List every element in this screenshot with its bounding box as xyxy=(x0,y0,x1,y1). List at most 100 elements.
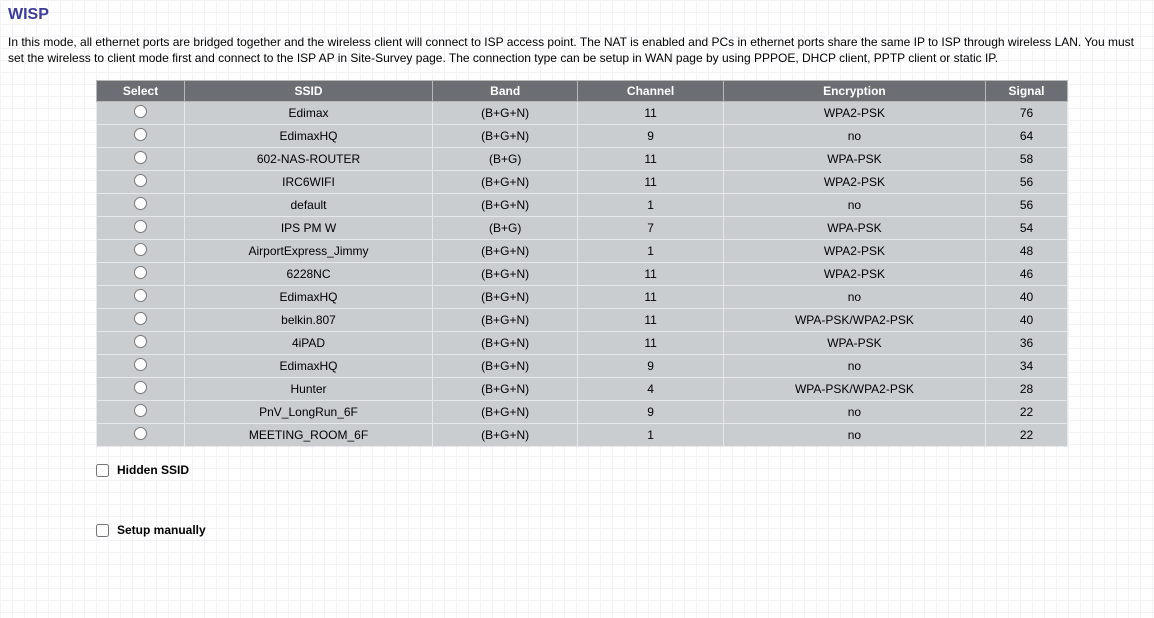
cell-band: (B+G+N) xyxy=(432,125,577,148)
cell-channel: 11 xyxy=(578,171,723,194)
cell-ssid: default xyxy=(185,194,433,217)
cell-band: (B+G) xyxy=(432,148,577,171)
table-row: Hunter(B+G+N)4WPA-PSK/WPA2-PSK28 xyxy=(97,378,1068,401)
table-row: default(B+G+N)1no56 xyxy=(97,194,1068,217)
cell-channel: 9 xyxy=(578,125,723,148)
select-radio[interactable] xyxy=(134,289,147,302)
cell-encryption: WPA2-PSK xyxy=(723,102,985,125)
select-radio[interactable] xyxy=(134,151,147,164)
table-row: 6228NC(B+G+N)11WPA2-PSK46 xyxy=(97,263,1068,286)
table-row: EdimaxHQ(B+G+N)9no64 xyxy=(97,125,1068,148)
setup-manually-checkbox[interactable] xyxy=(96,524,109,537)
cell-signal: 22 xyxy=(986,401,1068,424)
table-row: EdimaxHQ(B+G+N)9no34 xyxy=(97,355,1068,378)
cell-channel: 11 xyxy=(578,332,723,355)
select-radio[interactable] xyxy=(134,404,147,417)
cell-ssid: IRC6WIFI xyxy=(185,171,433,194)
select-radio[interactable] xyxy=(134,358,147,371)
cell-band: (B+G) xyxy=(432,217,577,240)
cell-ssid: 4iPAD xyxy=(185,332,433,355)
cell-channel: 11 xyxy=(578,309,723,332)
cell-encryption: WPA-PSK xyxy=(723,332,985,355)
col-header-channel: Channel xyxy=(578,81,723,102)
col-header-encryption: Encryption xyxy=(723,81,985,102)
cell-encryption: WPA-PSK/WPA2-PSK xyxy=(723,378,985,401)
cell-signal: 46 xyxy=(986,263,1068,286)
cell-encryption: WPA2-PSK xyxy=(723,263,985,286)
cell-band: (B+G+N) xyxy=(432,401,577,424)
cell-signal: 54 xyxy=(986,217,1068,240)
cell-signal: 22 xyxy=(986,424,1068,447)
table-row: 4iPAD(B+G+N)11WPA-PSK36 xyxy=(97,332,1068,355)
cell-signal: 56 xyxy=(986,171,1068,194)
cell-ssid: belkin.807 xyxy=(185,309,433,332)
cell-encryption: WPA-PSK xyxy=(723,148,985,171)
cell-band: (B+G+N) xyxy=(432,286,577,309)
cell-channel: 11 xyxy=(578,263,723,286)
cell-signal: 64 xyxy=(986,125,1068,148)
cell-ssid: PnV_LongRun_6F xyxy=(185,401,433,424)
table-row: Edimax(B+G+N)11WPA2-PSK76 xyxy=(97,102,1068,125)
cell-signal: 40 xyxy=(986,309,1068,332)
cell-signal: 34 xyxy=(986,355,1068,378)
select-radio[interactable] xyxy=(134,312,147,325)
cell-ssid: EdimaxHQ xyxy=(185,125,433,148)
cell-encryption: WPA-PSK xyxy=(723,217,985,240)
table-row: PnV_LongRun_6F(B+G+N)9no22 xyxy=(97,401,1068,424)
col-header-ssid: SSID xyxy=(185,81,433,102)
select-radio[interactable] xyxy=(134,220,147,233)
select-radio[interactable] xyxy=(134,197,147,210)
cell-channel: 1 xyxy=(578,424,723,447)
select-radio[interactable] xyxy=(134,335,147,348)
table-row: IRC6WIFI(B+G+N)11WPA2-PSK56 xyxy=(97,171,1068,194)
cell-signal: 40 xyxy=(986,286,1068,309)
cell-signal: 36 xyxy=(986,332,1068,355)
page-title: WISP xyxy=(8,6,1146,24)
col-header-signal: Signal xyxy=(986,81,1068,102)
select-radio[interactable] xyxy=(134,381,147,394)
cell-encryption: WPA-PSK/WPA2-PSK xyxy=(723,309,985,332)
cell-encryption: no xyxy=(723,424,985,447)
cell-ssid: AirportExpress_Jimmy xyxy=(185,240,433,263)
cell-channel: 11 xyxy=(578,286,723,309)
cell-signal: 28 xyxy=(986,378,1068,401)
cell-ssid: 6228NC xyxy=(185,263,433,286)
select-radio[interactable] xyxy=(134,174,147,187)
cell-band: (B+G+N) xyxy=(432,424,577,447)
select-radio[interactable] xyxy=(134,243,147,256)
cell-channel: 7 xyxy=(578,217,723,240)
table-row: EdimaxHQ(B+G+N)11no40 xyxy=(97,286,1068,309)
cell-encryption: WPA2-PSK xyxy=(723,240,985,263)
cell-channel: 9 xyxy=(578,401,723,424)
table-row: MEETING_ROOM_6F(B+G+N)1no22 xyxy=(97,424,1068,447)
setup-manually-option: Setup manually xyxy=(96,523,1146,537)
cell-channel: 9 xyxy=(578,355,723,378)
cell-ssid: EdimaxHQ xyxy=(185,355,433,378)
cell-encryption: WPA2-PSK xyxy=(723,171,985,194)
table-row: belkin.807(B+G+N)11WPA-PSK/WPA2-PSK40 xyxy=(97,309,1068,332)
select-radio[interactable] xyxy=(134,128,147,141)
select-radio[interactable] xyxy=(134,427,147,440)
cell-band: (B+G+N) xyxy=(432,309,577,332)
cell-channel: 4 xyxy=(578,378,723,401)
select-radio[interactable] xyxy=(134,266,147,279)
hidden-ssid-option: Hidden SSID xyxy=(96,463,1146,477)
setup-manually-label: Setup manually xyxy=(117,523,206,537)
cell-signal: 48 xyxy=(986,240,1068,263)
table-row: IPS PM W(B+G)7WPA-PSK54 xyxy=(97,217,1068,240)
select-radio[interactable] xyxy=(134,105,147,118)
cell-ssid: 602-NAS-ROUTER xyxy=(185,148,433,171)
hidden-ssid-label: Hidden SSID xyxy=(117,463,189,477)
cell-encryption: no xyxy=(723,401,985,424)
hidden-ssid-checkbox[interactable] xyxy=(96,464,109,477)
cell-ssid: Hunter xyxy=(185,378,433,401)
table-row: AirportExpress_Jimmy(B+G+N)1WPA2-PSK48 xyxy=(97,240,1068,263)
cell-encryption: no xyxy=(723,125,985,148)
cell-band: (B+G+N) xyxy=(432,378,577,401)
cell-encryption: no xyxy=(723,355,985,378)
col-header-select: Select xyxy=(97,81,185,102)
network-table: Select SSID Band Channel Encryption Sign… xyxy=(96,80,1068,447)
page-description: In this mode, all ethernet ports are bri… xyxy=(8,34,1146,66)
cell-ssid: IPS PM W xyxy=(185,217,433,240)
cell-signal: 56 xyxy=(986,194,1068,217)
